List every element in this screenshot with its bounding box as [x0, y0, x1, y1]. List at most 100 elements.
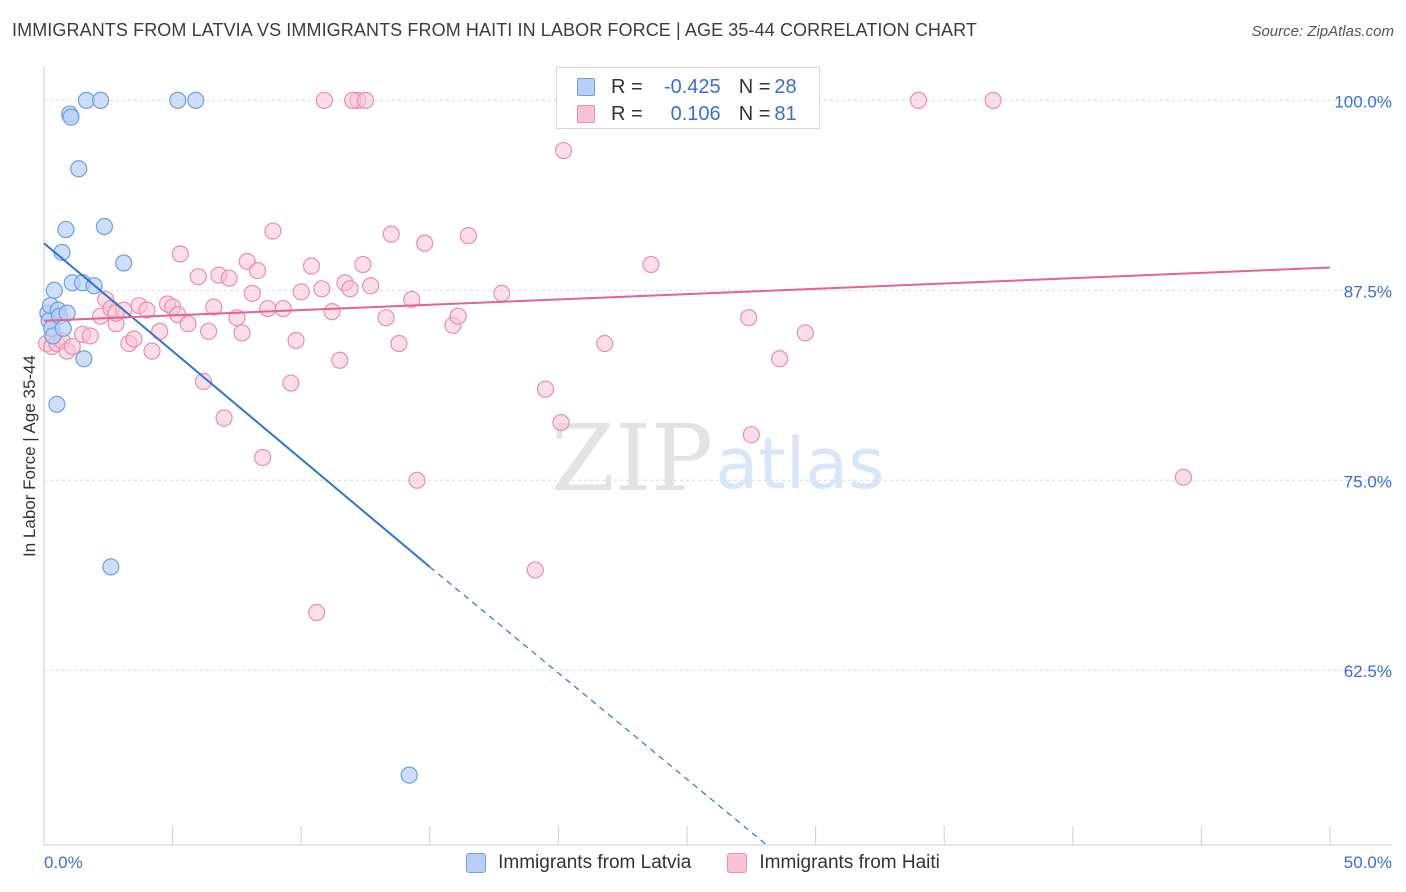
latvia-point — [102, 558, 120, 576]
haiti-trendline — [43, 266, 1331, 322]
latvia-point — [45, 281, 63, 299]
haiti-point — [984, 91, 1002, 109]
haiti-point — [138, 301, 156, 319]
haiti-point — [323, 303, 341, 321]
haiti-point — [151, 322, 169, 340]
haiti-point — [313, 280, 331, 298]
latvia-point — [58, 304, 76, 322]
haiti-point — [740, 309, 758, 327]
legend-item-haiti[interactable]: Immigrants from Haiti — [727, 852, 940, 874]
latvia-point — [75, 350, 93, 368]
haiti-point — [125, 330, 143, 348]
latvia-point — [115, 254, 133, 272]
haiti-point — [220, 269, 238, 287]
haiti-point — [536, 380, 555, 398]
haiti-point — [254, 448, 272, 467]
haiti-point — [233, 324, 251, 342]
haiti-point — [282, 374, 300, 392]
latvia-n-label: N = — [738, 75, 771, 98]
legend-item-latvia[interactable]: Immigrants from Latvia — [466, 852, 691, 874]
haiti-point — [292, 283, 310, 301]
latvia-point — [62, 108, 80, 126]
haiti-point — [596, 334, 614, 353]
haiti-point — [259, 299, 277, 318]
haiti-point — [287, 331, 305, 350]
haiti-legend-label: Immigrants from Haiti — [759, 852, 940, 873]
y-tick-label: 87.5% — [1344, 282, 1392, 301]
haiti-point — [742, 426, 760, 444]
latvia-r-label: R = — [611, 75, 643, 98]
haiti-point — [81, 327, 99, 345]
haiti-swatch — [577, 105, 595, 123]
axes — [43, 66, 1392, 846]
latvia-point — [48, 395, 66, 413]
latvia-legend-label: Immigrants from Latvia — [498, 852, 692, 873]
haiti-point — [416, 234, 434, 252]
latvia-point — [70, 160, 88, 178]
y-tick-label: 75.0% — [1344, 472, 1392, 491]
haiti-points — [37, 91, 1192, 622]
haiti-point — [390, 334, 408, 353]
haiti-point — [796, 324, 814, 342]
haiti-n-label: N = — [738, 102, 771, 125]
latvia-legend-swatch — [466, 853, 487, 873]
haiti-point — [642, 255, 660, 274]
haiti-r-label: R = — [611, 102, 643, 125]
legend-row-haiti: R = 0.106 N = 81 — [577, 101, 797, 127]
haiti-point — [63, 337, 81, 356]
haiti-point — [1174, 468, 1192, 486]
haiti-point — [493, 284, 511, 302]
y-axis-label: In Labor Force | Age 35-44 — [20, 355, 39, 557]
series-legend: Immigrants from Latvia Immigrants from H… — [0, 852, 1406, 874]
haiti-point — [552, 413, 570, 432]
latvia-points — [39, 91, 418, 784]
tick-labels: 62.5% 75.0% 87.5% 100.0% 0.0% 50.0% — [44, 92, 1392, 872]
haiti-point — [189, 268, 207, 286]
haiti-point — [171, 245, 189, 263]
haiti-point — [354, 255, 372, 274]
source-label: Source: ZipAtlas.com — [1251, 23, 1394, 40]
latvia-point — [91, 91, 110, 109]
latvia-point — [169, 91, 187, 109]
haiti-point — [382, 225, 400, 243]
haiti-point — [377, 309, 395, 327]
haiti-point — [200, 322, 218, 340]
haiti-point — [274, 299, 292, 318]
latvia-r-value: -0.425 — [663, 75, 721, 98]
latvia-point — [54, 319, 72, 337]
haiti-n-value: 81 — [774, 102, 797, 125]
watermark-zip: ZIP — [551, 405, 713, 512]
correlation-legend: R = -0.425 N = 28 R = 0.106 N = 81 — [556, 67, 820, 129]
latvia-n-value: 28 — [774, 75, 797, 98]
haiti-point — [248, 261, 267, 280]
haiti-point — [909, 91, 928, 109]
haiti-point — [554, 141, 573, 160]
latvia-point — [57, 220, 75, 239]
haiti-point — [215, 409, 233, 427]
latvia-point — [400, 766, 418, 784]
haiti-point — [243, 284, 261, 302]
latvia-point — [187, 91, 205, 109]
haiti-point — [264, 222, 282, 240]
haiti-point — [341, 280, 359, 298]
x-tick-label: 0.0% — [44, 853, 83, 872]
haiti-legend-swatch — [727, 853, 748, 873]
haiti-point — [449, 307, 467, 325]
y-tick-label: 62.5% — [1344, 662, 1392, 681]
legend-row-latvia: R = -0.425 N = 28 — [577, 74, 797, 100]
haiti-point — [403, 290, 421, 309]
haiti-r-value: 0.106 — [670, 102, 721, 125]
latvia-trendline — [43, 242, 431, 568]
haiti-point — [331, 351, 349, 369]
haiti-point — [315, 91, 333, 109]
haiti-point — [770, 350, 789, 368]
latvia-point — [95, 217, 114, 236]
y-tick-label: 100.0% — [1334, 92, 1392, 111]
chart-title: IMMIGRANTS FROM LATVIA VS IMMIGRANTS FRO… — [12, 20, 978, 40]
grid-lines — [44, 99, 1392, 671]
haiti-point — [459, 227, 477, 245]
trendlines — [43, 242, 1331, 846]
haiti-point — [179, 315, 197, 333]
haiti-point — [194, 372, 213, 391]
